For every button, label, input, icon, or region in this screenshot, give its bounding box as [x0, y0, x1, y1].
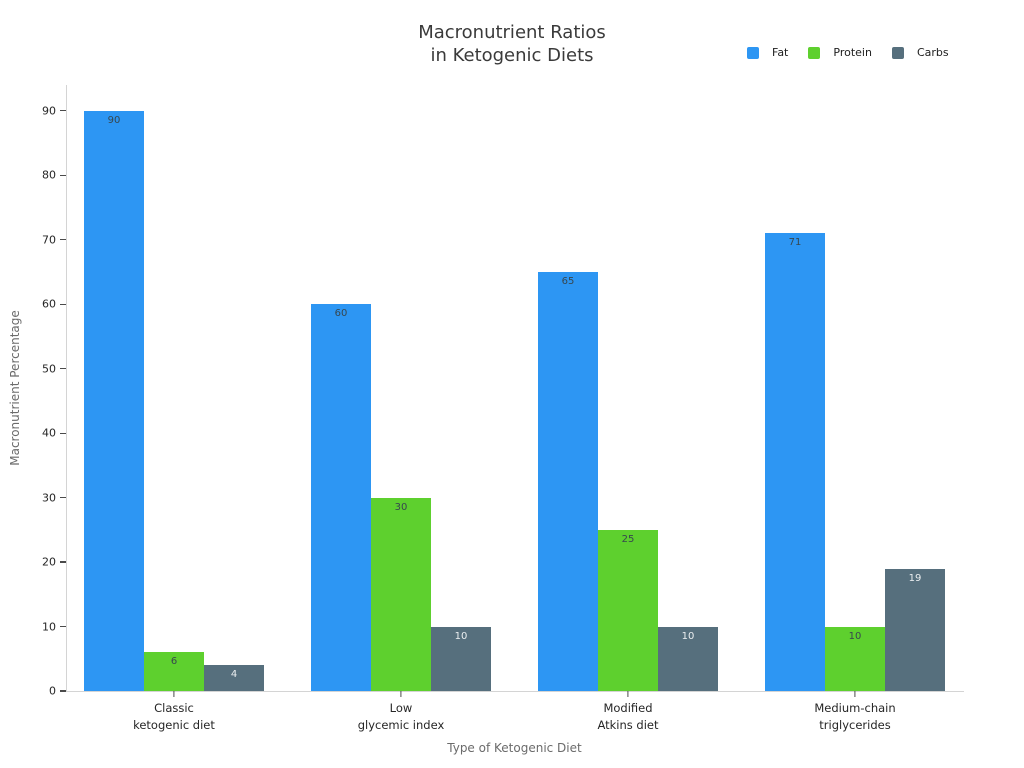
- legend-item-protein: Protein: [808, 46, 872, 59]
- bar-carbs: 10: [431, 626, 491, 691]
- bar-value-label: 60: [334, 308, 348, 320]
- legend-label-protein: Protein: [833, 46, 872, 59]
- x-tick-label: Modified Atkins diet: [518, 700, 738, 733]
- y-tick-label: 90: [42, 104, 56, 118]
- y-tick-label: 40: [42, 426, 56, 440]
- y-tick-label: 80: [42, 168, 56, 182]
- chart-title-line2: in Ketogenic Diets: [430, 45, 594, 66]
- legend-swatch-carbs: [891, 46, 904, 59]
- bar-fat: 90: [84, 110, 144, 691]
- x-tick-mark: [627, 691, 629, 697]
- legend-label-carbs: Carbs: [916, 46, 949, 59]
- bar-protein: 10: [825, 626, 885, 691]
- y-tick-label: 70: [42, 233, 56, 247]
- bar-fat: 65: [538, 271, 598, 691]
- x-tick-label-line: Classic: [154, 701, 194, 715]
- bar-value-label: 19: [908, 572, 922, 584]
- y-tick-label: 60: [42, 297, 56, 311]
- legend-item-carbs: Carbs: [891, 46, 949, 59]
- y-tick-label: 20: [42, 555, 56, 569]
- bar-value-label: 90: [107, 114, 121, 126]
- x-tick-label: Low glycemic index: [291, 700, 511, 733]
- x-tick-label-line: Low: [389, 701, 413, 715]
- bar-value-label: 10: [848, 630, 862, 642]
- bar-carbs: 10: [658, 626, 718, 691]
- x-tick-label-line: ketogenic diet: [133, 717, 215, 732]
- bar-value-label: 6: [170, 656, 178, 668]
- x-tick-label-line: glycemic index: [357, 717, 445, 732]
- legend-swatch-protein: [808, 46, 821, 59]
- y-tick-mark: [60, 110, 66, 112]
- y-tick-label: 50: [42, 362, 56, 376]
- y-tick-mark: [60, 497, 66, 499]
- x-tick-label-line: triglycerides: [819, 717, 891, 732]
- y-tick-mark: [60, 368, 66, 370]
- bar-fat: 60: [311, 304, 371, 691]
- legend-swatch-fat: [747, 46, 759, 59]
- chart-title-line1: Macronutrient Ratios: [418, 22, 606, 43]
- bar-value-label: 65: [561, 275, 575, 287]
- y-tick-mark: [60, 690, 66, 692]
- y-tick-mark: [60, 432, 66, 434]
- bar-value-label: 4: [230, 669, 238, 681]
- y-tick-mark: [60, 561, 66, 563]
- bar-carbs: 4: [204, 665, 264, 691]
- y-tick-label: 30: [42, 491, 56, 505]
- y-tick-label: 0: [49, 684, 56, 698]
- x-tick-label: Medium-chain triglycerides: [745, 700, 965, 733]
- x-tick-mark: [173, 691, 175, 697]
- legend-label-fat: Fat: [772, 46, 789, 59]
- plot-area: 0 10 20 30 40 50 60 70 80 90 Classic ketogenic diet…: [42, 85, 964, 732]
- x-tick-label-line: Atkins diet: [597, 717, 659, 732]
- x-tick-mark: [854, 691, 856, 697]
- bar-protein: 30: [371, 497, 431, 691]
- bar-value-label: 25: [621, 533, 635, 545]
- chart-title: Macronutrient Ratios in Ketogenic Diets: [0, 21, 1024, 67]
- bar-protein: 6: [144, 652, 204, 691]
- bar-fat: 71: [765, 233, 825, 691]
- bar-value-label: 30: [394, 501, 408, 513]
- x-tick-label-line: Modified: [603, 701, 653, 715]
- legend-item-fat: Fat: [747, 46, 788, 59]
- bar-value-label: 71: [788, 237, 802, 249]
- y-tick-mark: [60, 239, 66, 241]
- y-tick-mark: [60, 625, 66, 628]
- x-tick-mark: [400, 691, 402, 697]
- y-axis-title: Macronutrient Percentage: [8, 310, 22, 466]
- bar-value-label: 10: [454, 630, 468, 642]
- x-tick-label-line: Medium-chain: [814, 701, 896, 715]
- y-tick-mark: [60, 303, 66, 305]
- bar-carbs: 19: [885, 568, 945, 691]
- x-axis-title: Type of Ketogenic Diet: [447, 741, 582, 755]
- legend: Fat Protein Carbs: [747, 46, 949, 59]
- y-tick-label: 10: [42, 620, 56, 634]
- bar-value-label: 10: [681, 630, 695, 642]
- bar-protein: 25: [598, 529, 658, 691]
- x-tick-label: Classic ketogenic diet: [64, 700, 284, 733]
- y-tick-mark: [60, 174, 66, 176]
